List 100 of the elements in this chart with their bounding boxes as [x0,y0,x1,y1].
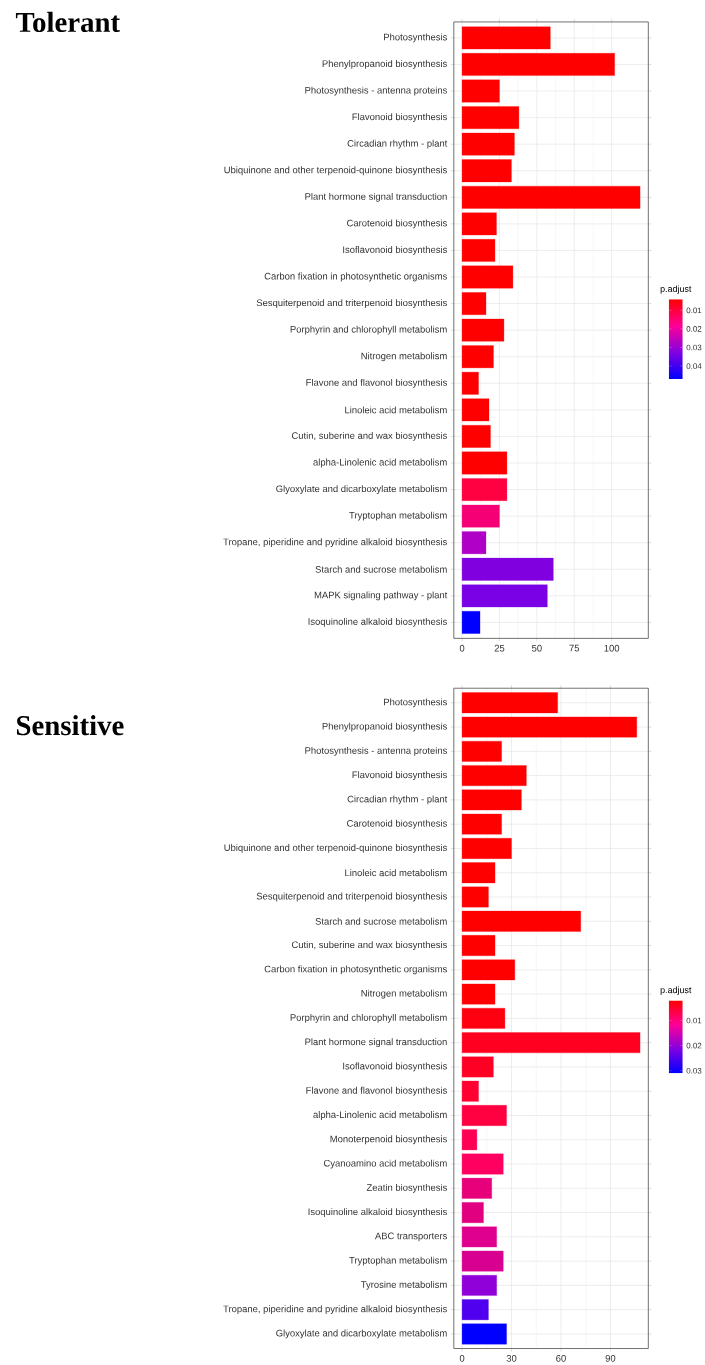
bar [461,1080,479,1102]
bar [461,910,581,932]
y-tick-label: Photosynthesis - antenna proteins [305,746,447,756]
y-tick-label: Starch and sucrose metabolism [315,565,447,573]
bar [461,531,487,555]
bar [461,371,479,395]
bar [461,26,551,50]
y-tick-label: Cutin, suberine and wax biosynthesis [291,432,447,441]
y-tick-label: Isoflavonoid biosynthesis [343,1062,447,1072]
bar [461,186,641,209]
bar [461,935,496,956]
y-tick-label: Tryptophan metabolism [349,1256,447,1266]
bar [461,611,481,634]
y-tick-label: Linoleic acid metabolism [345,869,447,877]
bar [461,789,522,811]
y-tick-label: Tyrosine metabolism [360,1281,447,1290]
y-tick-label: Plant hormone signal transduction [305,1038,447,1048]
bar [461,584,548,608]
bar [461,451,508,475]
bar [461,838,512,859]
bar [461,1202,484,1223]
bar [461,159,512,183]
bar [461,1105,507,1126]
x-tick-label: 60 [556,1355,566,1362]
y-tick-label: Tropane, piperidine and pyridine alkaloid biosynthesis [223,538,447,548]
x-tick-label: 25 [494,644,505,652]
bar [461,886,489,908]
y-tick-label: Ubiquinone and other terpenoid-quinone biosynthesis [224,166,447,176]
text: Tolerant [15,11,120,33]
y-tick-label: ABC transporters [374,1232,447,1242]
bar [461,862,496,884]
bar [461,478,508,501]
y-tick-label: Nitrogen metabolism [361,352,447,362]
y-tick-label: Isoquinoline alkaloid biosynthesis [308,1208,447,1217]
y-tick-label: Flavonoid biosynthesis [352,771,447,781]
bar [461,557,554,581]
y-tick-label: Cyanoamino acid metabolism [323,1159,447,1169]
bar [461,692,558,714]
x-tick-label: 0 [459,1355,465,1362]
bar [461,716,637,738]
y-tick-label: alpha-Linolenic acid metabolism [313,1111,447,1120]
bar [461,425,491,448]
bar [461,741,502,762]
bar [461,292,487,315]
y-tick-label: Glyoxylate and dicarboxylate metabolism [276,485,447,494]
y-tick-label: Photosynthesis - antenna proteins [305,86,447,96]
bar [461,53,615,76]
x-tick-label: 100 [604,644,620,652]
bar [461,345,494,369]
x-tick-label: 90 [605,1355,616,1362]
y-tick-label: Isoquinoline alkaloid biosynthesis [308,618,447,627]
bar [461,239,496,262]
y-tick-label: Linoleic acid metabolism [345,406,447,414]
y-tick-label: Tryptophan metabolism [349,511,447,521]
y-tick-label: Nitrogen metabolism [361,989,447,999]
bar [461,212,497,236]
y-tick-label: MAPK signaling pathway - plant [314,591,448,601]
bar [461,1129,478,1151]
y-tick-label: Carbon fixation in photosynthetic organisms [264,272,447,282]
bar [461,1032,641,1053]
y-tick-label: Plant hormone signal transduction [305,192,447,202]
y-tick-label: Phenylpropanoid biosynthesis [322,60,447,69]
bar [461,765,527,786]
y-tick-label: Carotenoid biosynthesis [347,819,447,829]
y-tick-label: Photosynthesis [384,698,447,708]
x-tick-label: 75 [569,644,580,652]
bar [461,504,500,528]
color-bar-title: p.adjust [660,986,692,995]
y-tick-label: Flavone and flavonol biosynthesis [306,378,447,388]
y-tick-label: Sesquiterpenoid and triterpenoid biosynthesis [256,892,447,902]
bar [461,1177,492,1199]
y-tick-label: Starch and sucrose metabolism [315,917,447,925]
y-tick-label: Isoflavonoid biosynthesis [343,246,447,255]
y-tick-label: alpha-Linolenic acid metabolism [313,458,447,468]
bar [461,79,500,103]
text: Sensitive [16,715,124,736]
bar [461,1299,489,1321]
y-tick-label: Carotenoid biosynthesis [347,219,447,229]
bar [461,1275,497,1296]
y-tick-label: Flavonoid biosynthesis [352,113,447,122]
y-tick-label: Monoterpenoid biosynthesis [330,1135,447,1145]
bar [461,132,515,156]
color-bar-title: p.adjust [660,285,692,294]
y-tick-label: Flavone and flavonol biosynthesis [306,1086,447,1096]
bar [461,1323,507,1345]
bar [461,959,515,981]
x-tick-label: 0 [459,644,465,652]
bar [461,813,502,835]
y-tick-label: Sesquiterpenoid and triterpenoid biosynthesis [256,299,447,308]
y-tick-label: Circadian rhythm - plant [347,139,448,149]
y-tick-label: Porphyrin and chlorophyll metabolism [290,1013,447,1023]
bar [461,1008,506,1029]
y-tick-label: Zeatin biosynthesis [366,1183,447,1193]
y-tick-label: Porphyrin and chlorophyll metabolism [290,325,447,335]
x-tick-label: 50 [531,644,542,652]
bar [461,398,490,422]
y-tick-label: Circadian rhythm - plant [347,795,448,805]
y-tick-label: Cutin, suberine and wax biosynthesis [291,941,447,950]
y-tick-label: Tropane, piperidine and pyridine alkaloid biosynthesis [223,1305,447,1315]
bar [461,265,514,289]
